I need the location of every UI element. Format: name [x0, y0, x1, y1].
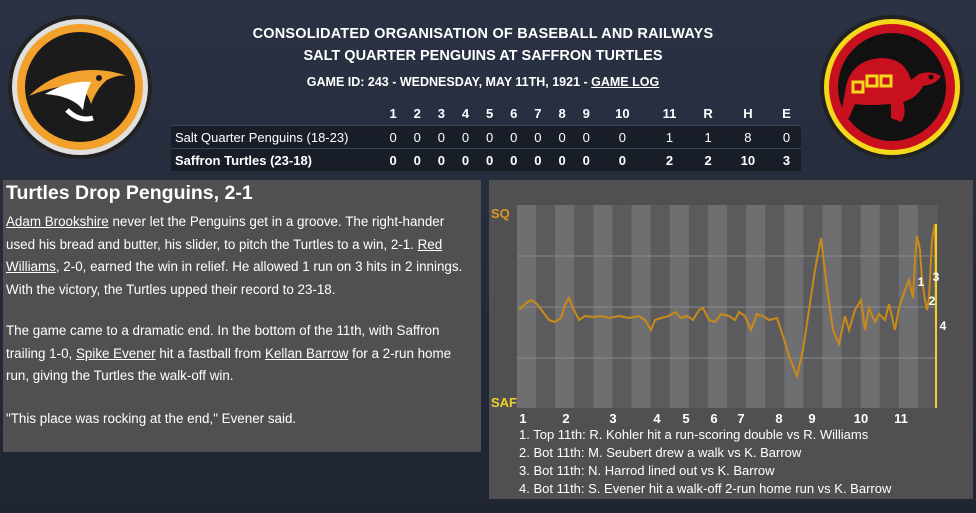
event-marker: 4 — [940, 319, 947, 333]
inning-header: 1 — [389, 105, 397, 121]
inning-tick-label: 9 — [808, 411, 815, 425]
home-team-name[interactable]: Saffron Turtles (23-18) — [171, 148, 381, 171]
matchup-title: SALT QUARTER PENGUINS AT SAFFRON TURTLES — [303, 48, 663, 64]
story-paragraph: The game came to a dramatic end. In the … — [6, 320, 476, 388]
inning-tick-label: 11 — [894, 411, 908, 425]
hits-header: H — [743, 105, 753, 121]
story-text: hit a fastball from — [155, 345, 266, 361]
errors-header: E — [782, 105, 791, 121]
home-axis-label: SAF — [491, 395, 517, 410]
inning-header: 7 — [534, 105, 542, 121]
inning-header: 9 — [582, 105, 590, 121]
inning-tick-label: 4 — [653, 411, 661, 425]
key-event: 2. Bot 11th: M. Seubert drew a walk vs K… — [519, 445, 802, 460]
inning-score: 2 — [646, 148, 693, 171]
inning-header: 10 — [615, 105, 630, 121]
inning-tick-label: 5 — [682, 411, 689, 425]
story-quote: "This place was rocking at the end," Eve… — [6, 411, 297, 426]
inning-score: 0 — [549, 125, 575, 149]
inning-score: 0 — [501, 148, 526, 171]
inning-header: 5 — [486, 105, 494, 121]
hits-total: 10 — [723, 148, 773, 171]
inning-score: 0 — [477, 148, 502, 171]
penguins-logo — [7, 14, 153, 160]
key-event: 1. Top 11th: R. Kohler hit a run-scoring… — [519, 427, 869, 442]
hits-total: 8 — [723, 125, 773, 149]
away-team-row: Salt Quarter Penguins (18-23) 0 0 0 0 0 … — [171, 125, 801, 149]
inning-score: 0 — [381, 148, 406, 171]
errors-total: 0 — [772, 125, 801, 149]
runs-total: 1 — [692, 125, 724, 149]
inning-tick-label: 7 — [737, 411, 744, 425]
runs-header: R — [703, 105, 713, 121]
story-text: for a 2-run home run, giving the Turtles… — [6, 345, 452, 384]
runs-total: 2 — [692, 148, 724, 171]
story-paragraph: Adam Brookshire never let the Penguins g… — [6, 211, 476, 301]
linescore-header-row: 1 2 3 4 5 6 7 8 9 10 11 R H E — [171, 101, 801, 126]
player-link[interactable]: Spike Evener — [75, 345, 156, 361]
inning-tick-label: 3 — [609, 411, 616, 425]
event-marker: 3 — [933, 270, 940, 284]
inning-header: 6 — [510, 105, 518, 121]
inning-score: 0 — [405, 148, 430, 171]
key-event: 4. Bot 11th: S. Evener hit a walk-off 2-… — [519, 481, 892, 496]
inning-score: 0 — [574, 148, 599, 171]
linescore-team-header — [171, 101, 381, 126]
turtles-logo — [819, 14, 965, 160]
event-marker: 2 — [929, 294, 936, 308]
inning-score: 0 — [525, 125, 550, 149]
inning-score: 0 — [598, 148, 647, 171]
key-events-list: 1. Top 11th: R. Kohler hit a run-scoring… — [519, 426, 891, 498]
inning-header: 2 — [413, 105, 421, 121]
inning-score: 1 — [646, 125, 693, 149]
inning-score: 0 — [405, 125, 430, 149]
errors-total: 3 — [772, 148, 801, 171]
game-info-text: GAME ID: 243 - WEDNESDAY, MAY 11TH, 1921… — [306, 75, 592, 89]
inning-score: 0 — [429, 148, 454, 171]
inning-score: 0 — [598, 125, 647, 149]
story-text: , 2-0, earned the win in relief. He allo… — [6, 259, 463, 297]
key-event: 3. Bot 11th: N. Harrod lined out vs K. B… — [519, 463, 775, 478]
inning-header: 4 — [461, 105, 470, 121]
inning-score: 0 — [501, 125, 526, 149]
away-team-name[interactable]: Salt Quarter Penguins (18-23) — [171, 125, 381, 149]
league-title: CONSOLIDATED ORGANISATION OF BASEBALL AN… — [252, 26, 714, 42]
home-team-row: Saffron Turtles (23-18) 0 0 0 0 0 0 0 0 … — [171, 148, 801, 171]
event-marker: 1 — [918, 275, 925, 289]
inning-score: 0 — [429, 125, 454, 149]
inning-header: 3 — [437, 105, 445, 121]
inning-score: 0 — [381, 125, 406, 149]
game-log-link[interactable]: GAME LOG — [591, 75, 660, 89]
player-link[interactable]: Adam Brookshire — [6, 214, 109, 229]
inning-tick-label: 10 — [854, 411, 868, 425]
story-headline: Turtles Drop Penguins, 2-1 — [6, 182, 253, 204]
story-text: The game came to a dramatic end. In the … — [6, 323, 440, 361]
inning-tick-label: 6 — [710, 411, 717, 425]
story-text: never let the Penguins get in a groove. … — [6, 214, 445, 252]
inning-header: 11 — [662, 105, 677, 121]
inning-tick-label: 1 — [519, 411, 526, 425]
player-link[interactable]: Red Williams — [6, 236, 443, 275]
inning-score: 0 — [453, 125, 478, 149]
inning-score: 0 — [525, 148, 550, 171]
inning-tick-label: 8 — [775, 411, 782, 425]
player-link[interactable]: Kellan Barrow — [265, 345, 349, 361]
inning-score: 0 — [453, 148, 478, 171]
game-story-panel: Turtles Drop Penguins, 2-1 Adam Brookshi… — [3, 180, 481, 452]
inning-score: 0 — [574, 125, 599, 149]
inning-header: 8 — [558, 105, 566, 121]
away-axis-label: SQ — [491, 206, 510, 221]
linescore-table: 1 2 3 4 5 6 7 8 9 10 11 R H E Salt Quart… — [171, 101, 801, 171]
inning-tick-label: 2 — [562, 411, 569, 425]
game-info: GAME ID: 243 - WEDNESDAY, MAY 11TH, 1921… — [180, 75, 786, 89]
inning-score: 0 — [549, 148, 575, 171]
inning-score: 0 — [477, 125, 502, 149]
win-probability-line — [518, 223, 937, 408]
